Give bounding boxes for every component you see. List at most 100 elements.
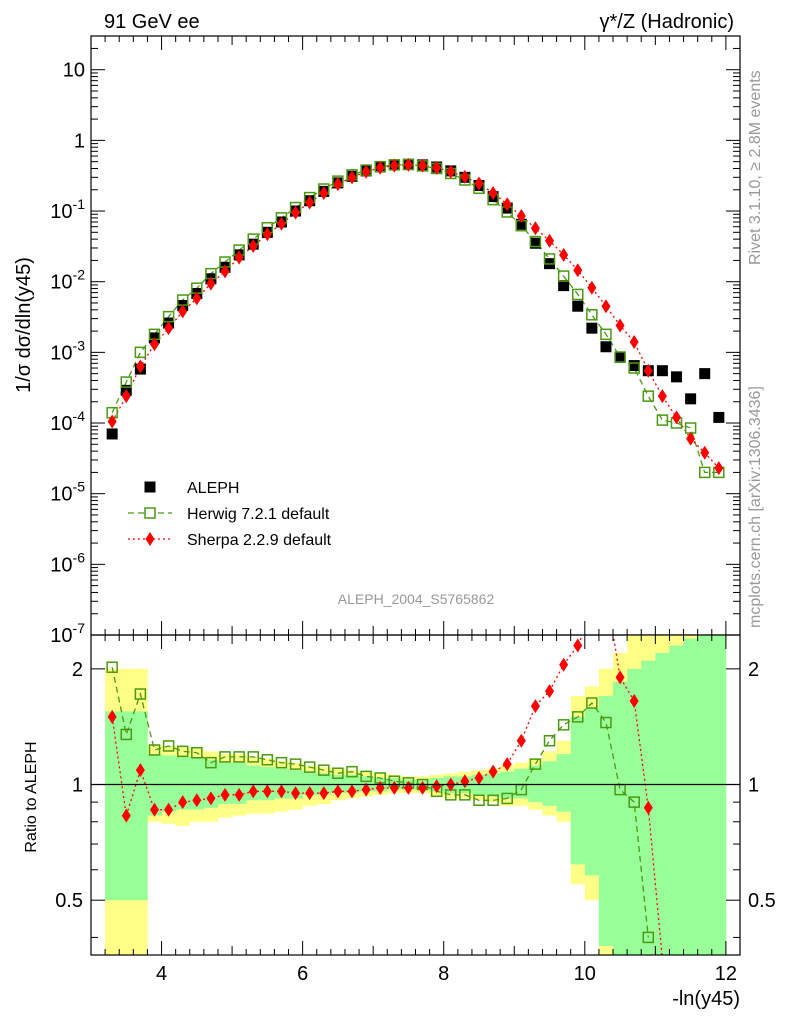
aleph-point (656, 365, 668, 377)
mcplots-label: mcplots.cern.ch [arXiv:1306.3436] (747, 386, 764, 628)
ratio-herwig-point (275, 756, 288, 769)
sherpa-point (206, 276, 216, 291)
legend: ALEPH Herwig 7.2.1 default Sherpa 2.2.9 de… (128, 480, 332, 549)
sherpa-point (672, 410, 682, 425)
herwig-point (628, 362, 640, 374)
sherpa-point (446, 164, 456, 179)
sherpa-point (347, 170, 357, 185)
ratio-sherpa-point (474, 770, 484, 785)
sherpa-point (262, 227, 272, 242)
ratio-sherpa-point (262, 784, 272, 799)
aleph-point (713, 411, 725, 423)
ratio-band-inner-bin (161, 755, 176, 812)
sherpa-point (559, 247, 569, 262)
y-tick-label-base: 10 (50, 342, 72, 364)
herwig-point (162, 310, 175, 323)
header-right-label: γ*/Z (Hadronic) (600, 11, 734, 33)
ratio-sherpa-point (164, 802, 174, 817)
sherpa-point (714, 461, 724, 476)
aleph-point (614, 351, 626, 363)
ratio-herwig-point (261, 754, 274, 766)
sherpa-point (629, 335, 639, 350)
ratio-band-inner-bin (683, 638, 698, 955)
header-left-label: 91 GeV ee (104, 11, 200, 33)
ratio-y-tick-label-right: 1 (748, 775, 759, 797)
aleph-point (515, 218, 527, 230)
herwig-point (698, 466, 711, 479)
sherpa-point (375, 160, 385, 175)
aleph-point (671, 371, 683, 383)
ratio-band-inner-bin (556, 754, 571, 812)
aleph-point (628, 360, 640, 372)
ratio-sherpa-point (361, 782, 371, 797)
ratio-sherpa-point (149, 802, 159, 817)
main-line-filled-diamond (111, 164, 720, 469)
ratio-panel-series (106, 635, 663, 955)
ratio-herwig-point (106, 661, 118, 673)
aleph-point (106, 428, 118, 440)
ratio-sherpa-point (192, 793, 202, 808)
ratio-panel-axes: 0.5 0.51 12 24 6 8 10 12 (55, 634, 776, 985)
ratio-band-inner-bin (613, 681, 628, 955)
ratio-sherpa-point (545, 684, 555, 699)
ratio-herwig-point (219, 751, 231, 763)
herwig-point (600, 328, 612, 341)
ratio-herwig-point (459, 789, 471, 801)
aleph-point (685, 393, 697, 405)
ratio-uncertainty-bands (105, 635, 727, 955)
ratio-band-inner-bin (189, 756, 205, 810)
ratio-herwig-point (205, 756, 217, 769)
sherpa-point (460, 169, 470, 184)
ratio-sherpa-point (573, 638, 583, 653)
ratio-band-inner-bin (105, 711, 120, 901)
y-tick-label-base: 10 (50, 625, 72, 647)
y-tick-label-exp: -5 (73, 479, 86, 495)
y-tick-label: 10-5 (50, 479, 85, 506)
ratio-herwig-point (162, 740, 175, 752)
legend-marker-aleph (144, 481, 156, 493)
y-tick-label-exp: -2 (73, 267, 86, 283)
ratio-band-inner-bin (584, 708, 600, 876)
ratio-sherpa-point (107, 709, 117, 724)
sherpa-point (192, 291, 202, 306)
ratio-herwig-point (318, 764, 330, 776)
ratio-herwig-point (134, 688, 147, 700)
ratio-band-inner-bin (514, 768, 529, 799)
herwig-point (529, 235, 542, 248)
ratio-sherpa-point (559, 657, 569, 672)
sherpa-point (220, 264, 230, 279)
sherpa-point (573, 263, 583, 278)
aleph-point (586, 322, 598, 334)
ratio-herwig-point (586, 697, 598, 709)
ratio-sherpa-point (178, 795, 188, 810)
sherpa-point (149, 337, 159, 352)
x-axis-label-text: -ln(y45) (672, 988, 740, 1010)
ratio-herwig-point (473, 794, 485, 807)
ratio-herwig-point (233, 751, 245, 763)
ratio-sherpa-point (291, 786, 301, 801)
ratio-band-inner-bin (598, 695, 614, 946)
ratio-sherpa-point (502, 757, 512, 772)
main-panel-series (106, 157, 725, 479)
x-tick-label: 12 (715, 963, 737, 985)
sherpa-point (545, 233, 555, 248)
ratio-band-inner-bin (669, 645, 684, 955)
ratio-band-inner-bin (655, 652, 670, 955)
sherpa-point (333, 177, 343, 192)
ratio-herwig-point (120, 728, 133, 741)
ratio-y-tick-label-left: 1 (72, 775, 83, 797)
ratio-y-axis-label: Ratio to ALEPH (23, 741, 40, 852)
ratio-line (111, 635, 663, 955)
aleph-point (572, 300, 584, 312)
herwig-point (642, 390, 655, 402)
y-tick-label: 1 (74, 130, 85, 152)
ratio-sherpa-point (234, 787, 244, 802)
sherpa-point (615, 318, 625, 333)
legend-marker-sherpa (145, 532, 155, 546)
herwig-point (572, 288, 584, 301)
ratio-band-inner-bin (302, 771, 318, 795)
ratio-herwig-point (303, 761, 316, 773)
ratio-sherpa-point (220, 787, 230, 802)
ratio-series-clipped (106, 635, 663, 955)
